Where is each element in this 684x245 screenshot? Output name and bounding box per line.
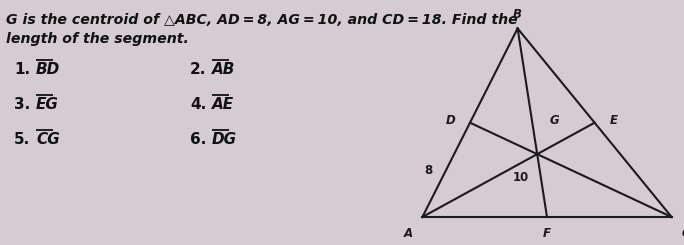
Text: DG: DG	[212, 132, 237, 147]
Text: F: F	[543, 227, 551, 240]
Text: 10: 10	[512, 172, 529, 184]
Text: 2.: 2.	[190, 62, 207, 77]
Text: 6.: 6.	[190, 132, 207, 147]
Text: E: E	[610, 114, 618, 127]
Text: C: C	[681, 227, 684, 240]
Text: G: G	[549, 114, 559, 127]
Text: 1.: 1.	[14, 62, 30, 77]
Text: CG: CG	[36, 132, 60, 147]
Text: length of the segment.: length of the segment.	[6, 32, 189, 46]
Text: G is the centroid of △ABC, AD = 8, AG = 10, and CD = 18. Find the: G is the centroid of △ABC, AD = 8, AG = …	[6, 13, 518, 27]
Text: D: D	[445, 114, 456, 127]
Text: AE: AE	[212, 97, 234, 112]
Text: BD: BD	[36, 62, 60, 77]
Text: 8: 8	[424, 164, 432, 177]
Text: B: B	[513, 8, 522, 21]
Text: 5.: 5.	[14, 132, 30, 147]
Text: 3.: 3.	[14, 97, 30, 112]
Text: 4.: 4.	[190, 97, 207, 112]
Text: AB: AB	[212, 62, 235, 77]
Text: EG: EG	[36, 97, 59, 112]
Text: A: A	[404, 227, 413, 240]
